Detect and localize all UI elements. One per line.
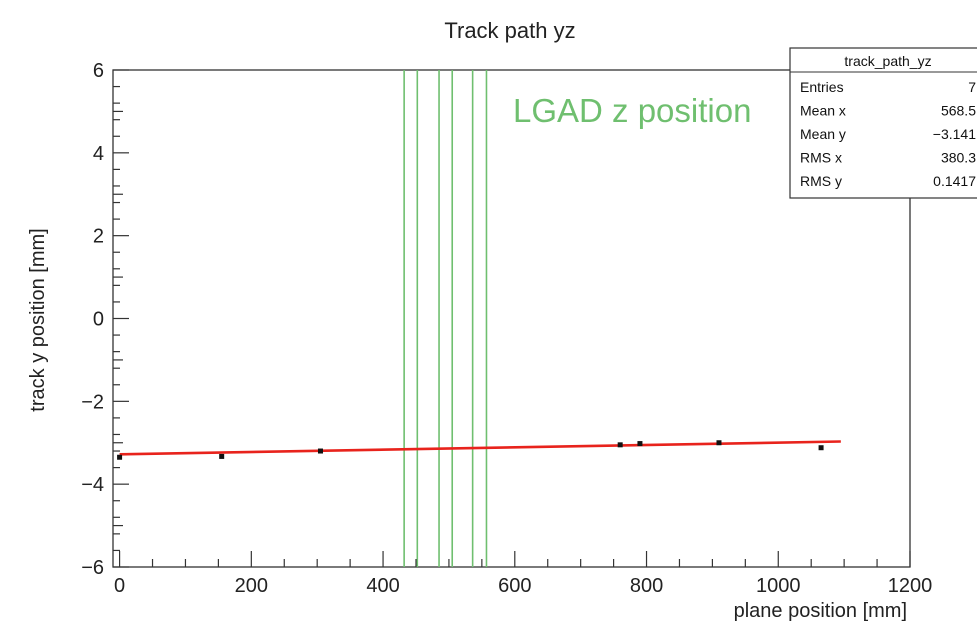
x-tick-label-6: 1200 [888, 575, 933, 597]
y-axis-tick-labels: −6 −4 −2 0 2 4 6 [81, 60, 104, 579]
x-tick-label-3: 600 [498, 575, 531, 597]
data-point-5 [716, 440, 722, 446]
fit-line-group [119, 440, 841, 456]
x-axis-label: plane position [mm] [734, 600, 907, 622]
data-point-4 [637, 441, 643, 447]
y-tick-label-1: −4 [81, 474, 104, 496]
x-axis-tick-labels: 0 200 400 600 800 1000 1200 [114, 575, 932, 597]
chart-title: Track path yz [444, 18, 575, 43]
x-tick-label-0: 0 [114, 575, 125, 597]
stats-box-title: track_path_yz [844, 53, 931, 69]
stats-value-3: 380.3 [941, 150, 976, 166]
x-tick-label-2: 400 [366, 575, 399, 597]
stats-label-2: Mean y [800, 126, 846, 142]
stats-label-3: RMS x [800, 150, 842, 166]
x-axis-ticks [118, 551, 911, 567]
y-tick-label-3: 0 [93, 309, 104, 331]
x-tick-label-1: 200 [235, 575, 268, 597]
data-point-2 [317, 448, 323, 454]
stats-label-0: Entries [800, 79, 844, 95]
y-tick-label-2: −2 [81, 391, 104, 413]
data-point-1 [219, 453, 225, 459]
y-tick-label-0: −6 [81, 557, 104, 579]
stats-box-rows: Entries 7 Mean x 568.5 Mean y −3.141 RMS x 380.… [800, 79, 976, 189]
stats-label-4: RMS y [800, 173, 842, 189]
stats-value-0: 7 [968, 79, 976, 95]
stats-value-1: 568.5 [941, 103, 976, 119]
stats-box-frame [789, 47, 977, 199]
y-tick-label-6: 6 [93, 60, 104, 82]
y-axis-label: track y position [mm] [27, 228, 49, 411]
fit-line [119, 440, 841, 456]
y-tick-label-5: 4 [93, 143, 104, 165]
y-tick-label-4: 2 [93, 226, 104, 248]
x-tick-label-5: 1000 [756, 575, 801, 597]
stats-value-4: 0.1417 [933, 173, 976, 189]
data-point-0 [117, 454, 123, 460]
lgad-annotation: LGAD z position [513, 92, 751, 129]
stats-label-1: Mean x [800, 103, 846, 119]
x-tick-label-4: 800 [630, 575, 663, 597]
stats-value-2: −3.141 [933, 126, 976, 142]
y-axis-ticks [113, 69, 129, 568]
stats-box: track_path_yz Entries 7 Mean x 568.5 Mean y −… [789, 47, 977, 199]
data-point-3 [617, 442, 623, 448]
data-point-6 [818, 445, 824, 451]
lgad-lines-group [403, 70, 488, 567]
data-points-group [117, 440, 824, 460]
